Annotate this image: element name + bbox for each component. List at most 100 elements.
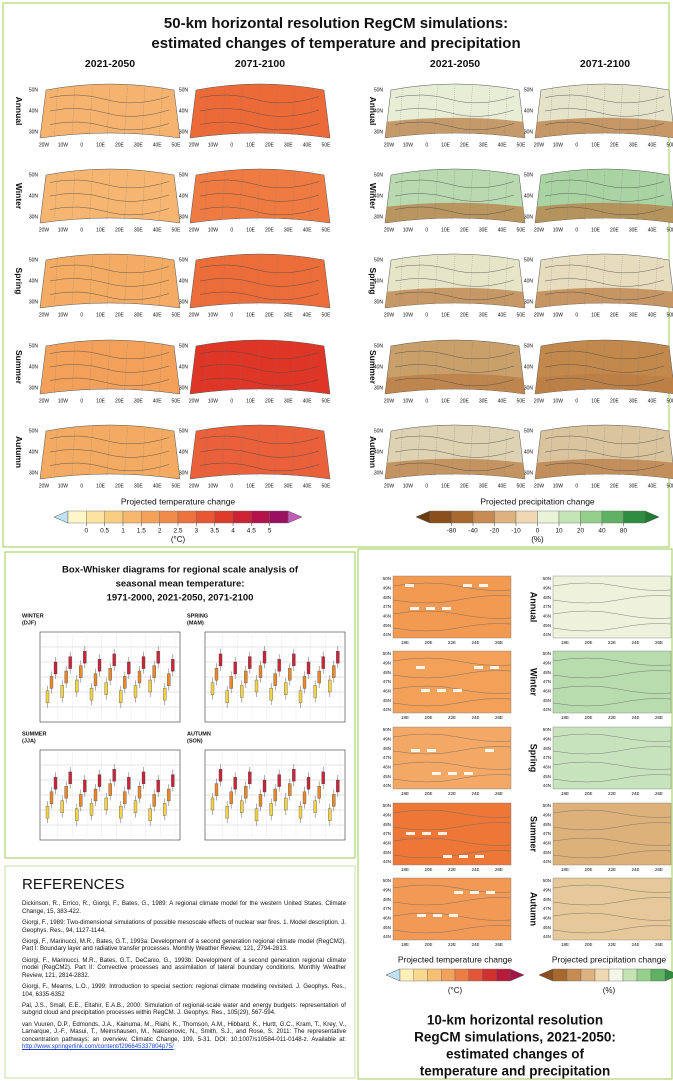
map-meridian bbox=[291, 426, 296, 477]
lon-label: 0 bbox=[230, 227, 233, 233]
map-border-line bbox=[392, 774, 512, 783]
map-meridian bbox=[159, 426, 163, 477]
map-city-label bbox=[426, 607, 435, 610]
map-coastline bbox=[49, 449, 170, 458]
map-dry-zone bbox=[535, 117, 673, 138]
map-meridian bbox=[469, 426, 473, 477]
map-meridian bbox=[399, 170, 403, 221]
map-meridian bbox=[654, 170, 658, 221]
lon-label: 26E bbox=[655, 867, 663, 872]
lon-label: 20E bbox=[265, 398, 275, 404]
map-meridian bbox=[274, 341, 278, 392]
lat-label: 44N bbox=[383, 783, 391, 788]
colorbar-tip bbox=[385, 968, 401, 982]
lat-label: 49N bbox=[543, 661, 551, 666]
map-meridian bbox=[601, 170, 606, 221]
lon-label: 0 bbox=[575, 398, 578, 404]
reference-link[interactable]: http://www.springerlink.com/content/f296… bbox=[22, 1043, 174, 1051]
map-city-label bbox=[437, 689, 446, 692]
lon-label: 22E bbox=[448, 942, 456, 947]
map-meridian bbox=[654, 426, 658, 477]
boxplot-box bbox=[258, 665, 263, 678]
colorbar-segment bbox=[552, 968, 568, 982]
lon-label: 20W bbox=[534, 142, 545, 148]
lon-label: 50E bbox=[667, 227, 673, 233]
colorbar-tick-label: 2 bbox=[158, 528, 162, 535]
boxplot-box bbox=[273, 673, 277, 686]
boxplot-box bbox=[119, 690, 123, 703]
row-label: Autumn bbox=[368, 436, 378, 468]
lat-label: 49N bbox=[543, 737, 551, 742]
colorbar-segment bbox=[429, 510, 452, 524]
map-meridian bbox=[274, 255, 278, 306]
map-city-label bbox=[433, 914, 442, 917]
boxplot-box bbox=[133, 800, 138, 813]
map-domain bbox=[189, 339, 331, 395]
boxplot-box bbox=[163, 687, 167, 701]
colorbar-segment bbox=[251, 510, 270, 524]
lon-label: 40E bbox=[648, 312, 658, 318]
map-coastline bbox=[199, 206, 320, 216]
map-meridian bbox=[291, 255, 296, 306]
lon-label: 40E bbox=[153, 398, 163, 404]
boxplot-box bbox=[137, 670, 142, 684]
lat-label: 30N bbox=[29, 214, 39, 220]
lat-label: 44N bbox=[543, 934, 551, 939]
lat-label: 50N bbox=[179, 172, 189, 178]
map-city-label bbox=[443, 855, 452, 858]
lat-label: 40N bbox=[524, 108, 534, 114]
column-header: 2021-2050 bbox=[85, 58, 135, 70]
map-meridian bbox=[106, 85, 111, 136]
lon-label: 10E bbox=[441, 227, 451, 233]
colorbar-segment bbox=[515, 510, 538, 524]
map-meridian bbox=[124, 85, 128, 136]
colorbar-tip bbox=[415, 510, 431, 524]
lat-label: 40N bbox=[179, 278, 189, 284]
lon-label: 20W bbox=[189, 227, 200, 233]
boxplot-box bbox=[89, 687, 94, 701]
lon-label: 22E bbox=[448, 640, 456, 645]
map-meridian bbox=[274, 85, 278, 136]
map-border-line bbox=[392, 610, 512, 619]
boxplot-months: (MAM) bbox=[187, 620, 204, 626]
lat-label: 40N bbox=[29, 278, 39, 284]
lon-label: 26E bbox=[495, 791, 503, 796]
lat-label: 49N bbox=[543, 586, 551, 591]
lat-label: 47N bbox=[383, 906, 391, 911]
boxplot-box bbox=[233, 777, 237, 790]
map-meridian bbox=[636, 426, 641, 477]
map-meridian bbox=[549, 255, 553, 306]
map-border-line bbox=[392, 733, 512, 742]
lon-label: 30E bbox=[134, 312, 144, 318]
lon-label: 26E bbox=[655, 791, 663, 796]
lon-label: 10W bbox=[403, 227, 414, 233]
lat-label: 30N bbox=[179, 129, 189, 135]
lon-label: 20E bbox=[584, 640, 592, 645]
map-coastline bbox=[544, 462, 665, 472]
map-coastline bbox=[199, 121, 320, 131]
map-meridian bbox=[469, 85, 473, 136]
boxplot-box bbox=[258, 794, 263, 807]
lat-label: 40N bbox=[179, 193, 189, 199]
lat-label: 44N bbox=[543, 632, 551, 637]
lat-label: 49N bbox=[383, 888, 391, 893]
colorbar-tick-label: 40 bbox=[598, 528, 606, 535]
boxplot-box bbox=[302, 676, 307, 689]
boxplot-box bbox=[112, 653, 116, 667]
map-domain bbox=[189, 424, 331, 480]
map-coastline bbox=[544, 264, 665, 274]
lat-label: 50N bbox=[383, 878, 391, 883]
map-meridian bbox=[256, 426, 261, 477]
lon-label: 10W bbox=[208, 227, 219, 233]
map-city-label bbox=[422, 832, 431, 835]
lon-label: 20E bbox=[460, 227, 470, 233]
row-label: Autumn bbox=[529, 892, 539, 926]
colorbar-tick-label: 10 bbox=[555, 528, 563, 535]
map-coastline bbox=[394, 108, 515, 117]
map-meridian bbox=[549, 426, 553, 477]
boxplot-panel-border bbox=[4, 551, 356, 859]
map-border-line bbox=[392, 746, 512, 755]
lat-label: 48N bbox=[543, 670, 551, 675]
map-border-line bbox=[392, 884, 512, 893]
map-coastline bbox=[49, 364, 170, 373]
